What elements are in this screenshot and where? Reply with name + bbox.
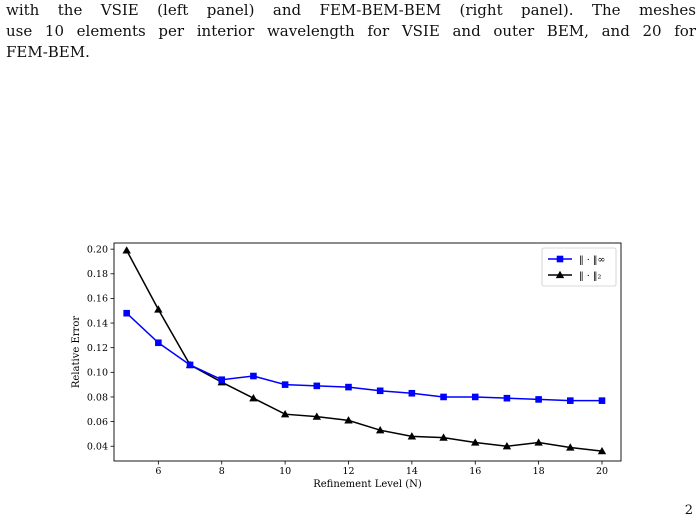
y-tick-label: 0.20 — [87, 244, 108, 255]
page-number: 2 — [684, 503, 693, 518]
data-point — [502, 442, 512, 450]
data-point — [344, 416, 353, 424]
legend-marker — [555, 270, 565, 279]
data-point — [312, 412, 321, 420]
data-point — [535, 396, 542, 403]
data-point — [154, 305, 163, 313]
data-point — [534, 438, 543, 446]
x-tick-label: 10 — [279, 466, 291, 477]
x-tick-label: 16 — [469, 466, 481, 477]
data-point — [155, 339, 162, 347]
data-point — [281, 381, 289, 388]
series-l2 — [126, 250, 603, 452]
y-tick-label: 0.12 — [87, 343, 108, 354]
data-point — [280, 409, 290, 418]
data-point — [376, 387, 384, 395]
data-point — [471, 438, 480, 446]
data-point — [123, 309, 130, 317]
data-point — [598, 397, 606, 404]
data-point — [566, 443, 575, 451]
data-point — [249, 393, 258, 402]
data-point — [439, 433, 448, 441]
y-tick-label: 0.04 — [87, 442, 108, 453]
legend-label: ‖ · ‖₂ — [579, 271, 602, 282]
data-point — [440, 393, 447, 401]
legend-label: ‖ · ‖∞ — [579, 255, 605, 266]
y-tick-label: 0.16 — [87, 294, 108, 305]
caption-line: use 10 elements per interior wavelength … — [6, 22, 696, 40]
caption-line: with the VSIE (left panel) and FEM-BEM-B… — [6, 1, 696, 19]
y-tick-label: 0.14 — [87, 318, 108, 329]
data-point — [503, 394, 511, 402]
x-tick-label: 18 — [533, 466, 545, 477]
data-point — [218, 376, 226, 384]
x-tick-label: 20 — [596, 466, 608, 477]
x-axis-label: Refinement Level (N) — [313, 479, 422, 490]
data-point — [313, 382, 321, 390]
data-point — [471, 393, 479, 401]
y-axis-label: Relative Error — [71, 316, 82, 388]
series-line — [126, 250, 603, 452]
y-tick-label: 0.08 — [87, 392, 108, 403]
data-point — [567, 397, 574, 404]
series-linf — [126, 312, 602, 402]
y-tick-label: 0.06 — [87, 417, 108, 428]
series-line — [126, 312, 602, 402]
data-point — [345, 383, 352, 391]
data-point — [250, 372, 257, 380]
x-tick-label: 6 — [155, 466, 161, 477]
x-tick-label: 14 — [406, 466, 418, 477]
data-point — [186, 361, 194, 369]
data-point — [407, 432, 417, 440]
legend-marker — [556, 255, 564, 263]
figure-caption: with the VSIE (left panel) and FEM-BEM-B… — [6, 0, 696, 63]
data-point — [375, 426, 385, 434]
plot-frame — [113, 242, 622, 462]
caption-line: FEM-BEM. — [6, 43, 90, 61]
y-tick-label: 0.18 — [87, 269, 108, 280]
data-point — [408, 389, 416, 397]
x-tick-label: 12 — [342, 466, 354, 477]
data-point — [597, 446, 607, 455]
y-tick-label: 0.10 — [87, 368, 108, 379]
x-tick-label: 8 — [219, 466, 225, 477]
data-point — [122, 246, 131, 254]
